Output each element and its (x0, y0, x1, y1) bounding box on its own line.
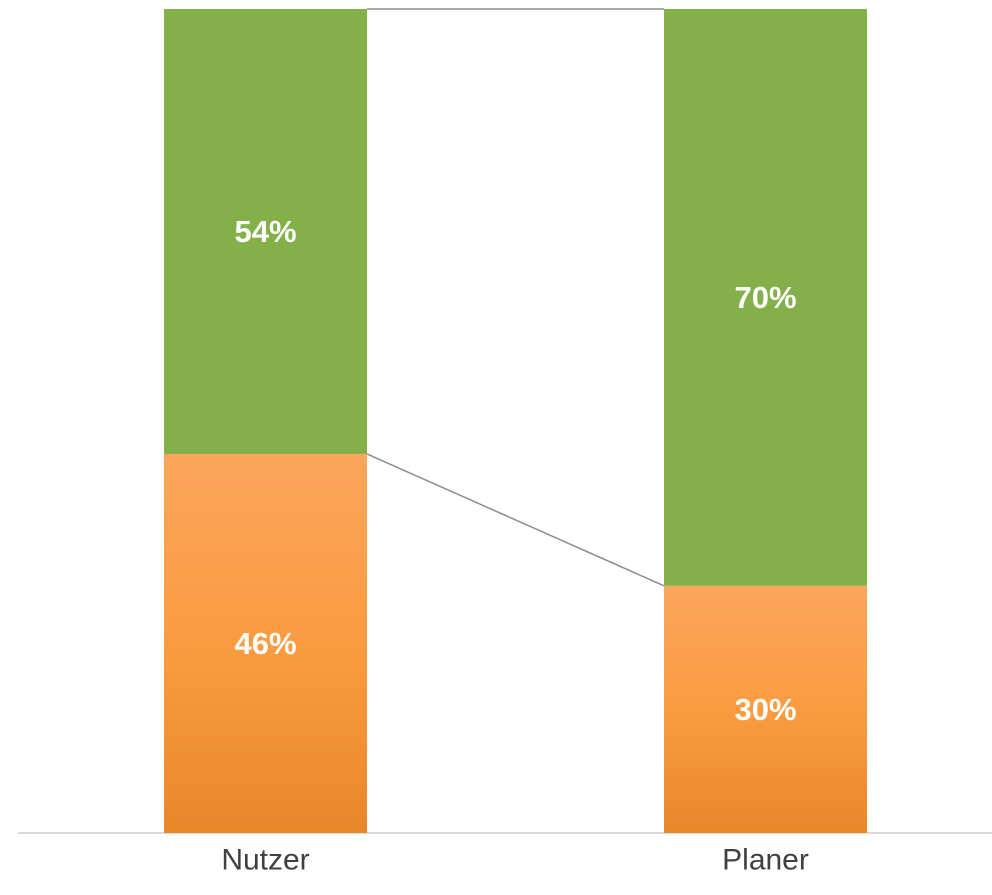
data-label-planer-series-1: 30% (734, 692, 796, 727)
data-label-planer-series-2: 70% (734, 280, 796, 315)
data-label-nutzer-series-1: 46% (234, 626, 296, 661)
data-labels: 46% 54% 30% 70% (234, 214, 796, 727)
bar-nutzer-series-2 (164, 9, 367, 454)
bar-planer-series-2 (664, 9, 867, 586)
bars (164, 9, 867, 833)
category-label-planer: Planer (722, 844, 809, 877)
category-label-nutzer: Nutzer (221, 844, 309, 877)
bar-planer-series-1 (664, 585, 867, 833)
bar-nutzer-series-1 (164, 453, 367, 833)
series-lines (366, 8, 665, 587)
category-labels: Nutzer Planer (221, 844, 809, 877)
series-line-1 (366, 453, 665, 587)
data-label-nutzer-series-2: 54% (234, 214, 296, 249)
